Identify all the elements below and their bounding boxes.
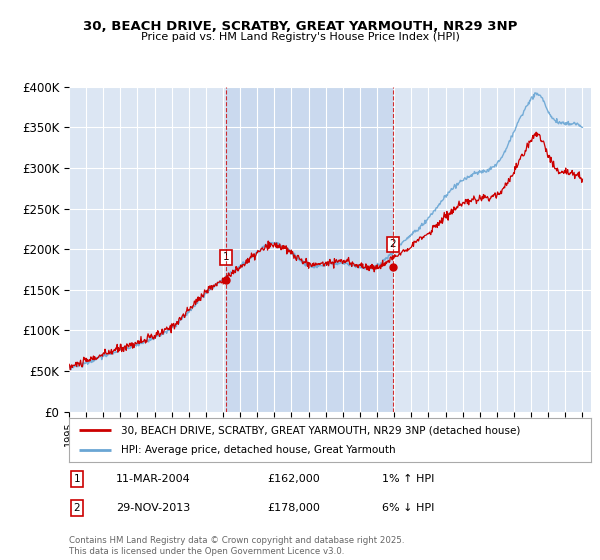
Text: Price paid vs. HM Land Registry's House Price Index (HPI): Price paid vs. HM Land Registry's House … (140, 32, 460, 43)
Text: 2: 2 (389, 239, 396, 249)
Text: 11-MAR-2004: 11-MAR-2004 (116, 474, 191, 484)
Text: 29-NOV-2013: 29-NOV-2013 (116, 503, 190, 514)
Text: 2: 2 (74, 503, 80, 514)
Text: 6% ↓ HPI: 6% ↓ HPI (382, 503, 434, 514)
Text: 1: 1 (74, 474, 80, 484)
Bar (226, 87, 392, 412)
Text: 30, BEACH DRIVE, SCRATBY, GREAT YARMOUTH, NR29 3NP (detached house): 30, BEACH DRIVE, SCRATBY, GREAT YARMOUTH… (121, 425, 521, 435)
Text: 1% ↑ HPI: 1% ↑ HPI (382, 474, 434, 484)
Text: Contains HM Land Registry data © Crown copyright and database right 2025.
This d: Contains HM Land Registry data © Crown c… (69, 536, 404, 556)
Text: £162,000: £162,000 (268, 474, 320, 484)
Text: 1: 1 (223, 252, 230, 262)
Text: HPI: Average price, detached house, Great Yarmouth: HPI: Average price, detached house, Grea… (121, 445, 396, 455)
Text: £178,000: £178,000 (268, 503, 320, 514)
Text: 30, BEACH DRIVE, SCRATBY, GREAT YARMOUTH, NR29 3NP: 30, BEACH DRIVE, SCRATBY, GREAT YARMOUTH… (83, 20, 517, 32)
